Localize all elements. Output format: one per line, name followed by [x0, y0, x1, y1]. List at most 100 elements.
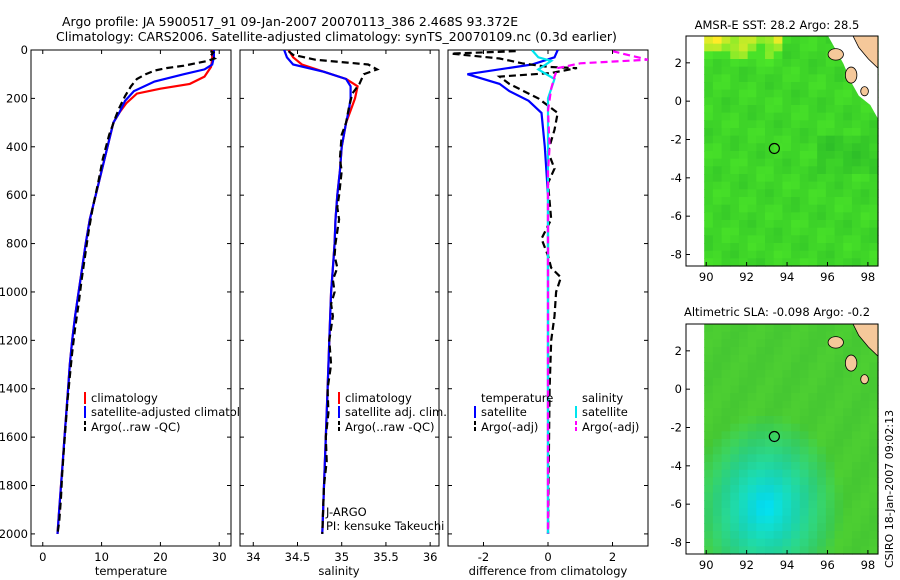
sst-map-cell — [808, 204, 818, 213]
sla-map-cell — [782, 400, 792, 409]
sla-map-cell — [730, 500, 740, 509]
sst-map-cell — [817, 143, 827, 152]
sla-map-cell — [704, 508, 714, 517]
sst-map-cell — [782, 197, 792, 206]
sst-map-cell — [704, 220, 714, 229]
sst-map-cell — [825, 135, 836, 144]
sla-map-cell — [756, 400, 766, 409]
sst-map-cell — [765, 43, 775, 52]
sla-map-cell — [799, 431, 810, 440]
salinity-legend-climatology: climatology — [345, 391, 412, 405]
sla-map-cell — [825, 354, 836, 363]
sst-map-cell — [782, 158, 792, 167]
sla-map-cell — [756, 469, 766, 478]
sla-map-cell — [782, 469, 792, 478]
sla-map-cell — [782, 339, 792, 348]
sla-map-cell — [738, 477, 749, 486]
temperature-legend: climatology satellite-adjusted climatolo… — [84, 391, 261, 434]
sst-map-cell — [834, 158, 844, 167]
sla-map-cell — [860, 492, 870, 501]
sst-map-cell — [756, 250, 766, 259]
sla-map-cell — [704, 500, 714, 509]
sst-map-cell — [712, 158, 723, 167]
sst-map-cell — [825, 243, 836, 252]
sst-map-cell — [791, 97, 801, 106]
salinity-panel: 34 34.5 35 35.5 36 salinity climatology sate… — [239, 49, 447, 578]
sla-map-cell — [825, 523, 836, 532]
sst-map-cell — [704, 243, 714, 252]
sst-map-cell — [791, 105, 801, 114]
sla-map-cell — [756, 515, 766, 524]
sla-map-cell — [799, 324, 810, 333]
sst-map-ytick-label: -4 — [671, 171, 682, 185]
sla-map-cell — [765, 485, 775, 494]
sst-map-cell — [860, 166, 870, 175]
sla-map-cell — [799, 385, 810, 394]
sst-map-cell — [808, 128, 818, 137]
sst-map-cell — [773, 59, 783, 68]
sst-map-cell — [799, 197, 810, 206]
sla-map-cell — [808, 492, 818, 501]
sst-map-cell — [851, 250, 862, 259]
sla-map-cell — [799, 393, 810, 402]
sla-map-cell — [730, 485, 740, 494]
sst-map-xtick-label: 98 — [861, 270, 876, 284]
sla-map-cell — [843, 446, 853, 455]
sla-map-cell — [860, 385, 870, 394]
sla-map-float-marker — [768, 430, 780, 443]
sla-map-cell — [721, 546, 731, 555]
sst-map-cell — [765, 151, 775, 160]
sst-map-cell — [851, 197, 862, 206]
salinity-annotation-program: J-ARGO — [325, 505, 367, 519]
sla-map-cell — [860, 462, 870, 471]
sst-map-cell — [738, 74, 749, 83]
figure-title-line-1: Argo profile: JA 5900517_91 09-Jan-2007 … — [62, 14, 518, 29]
sla-map-cell — [834, 347, 844, 356]
sla-map-cell — [825, 485, 836, 494]
sst-map-cell — [782, 227, 792, 236]
sst-map-cell — [782, 97, 792, 106]
sst-map-cell — [730, 243, 740, 252]
sst-map-cell — [765, 36, 775, 45]
sst-map-cell — [756, 105, 766, 114]
sst-map-cell — [765, 258, 775, 267]
sst-map-cell — [799, 250, 810, 259]
sla-map-cell — [860, 408, 870, 417]
sla-map-cell — [869, 408, 879, 417]
sla-map-cell — [860, 439, 870, 448]
sst-map-cell — [825, 235, 836, 244]
sst-map-cell — [721, 143, 731, 152]
sst-map-cell — [773, 89, 783, 98]
sst-map-panel: AMSR-E SST: 28.2 Argo: 28.5 90 92 94 96 98 2 0… — [671, 18, 879, 284]
sst-map-cell — [704, 51, 714, 60]
sst-map-cell — [782, 174, 792, 183]
sst-map-cell — [756, 235, 766, 244]
sst-map-cell — [765, 82, 775, 91]
sst-map-cell — [721, 166, 731, 175]
sla-map-cell — [730, 362, 740, 371]
sst-map-cell — [747, 66, 757, 75]
sla-map-cell — [782, 377, 792, 386]
salinity-annotation-pi: PI: kensuke Takeuchi — [326, 519, 444, 533]
sla-map-cell — [834, 492, 844, 501]
sst-map-cell — [843, 243, 853, 252]
sst-map-cell — [791, 158, 801, 167]
sst-map-cell — [721, 105, 731, 114]
sst-map-cell — [825, 59, 836, 68]
temperature-axes-box — [30, 49, 232, 547]
sst-map-cell — [825, 174, 836, 183]
sst-map-cell — [817, 212, 827, 221]
sst-map-cell — [721, 97, 731, 106]
sla-map-cell — [704, 324, 714, 333]
sla-map-cell — [782, 538, 792, 547]
sst-map-cell — [730, 112, 740, 121]
sla-map-cell — [756, 339, 766, 348]
sst-map-cell — [747, 227, 757, 236]
sla-map-cell — [851, 454, 862, 463]
sla-map-cell — [747, 439, 757, 448]
sla-map-xtick-label: 98 — [861, 558, 876, 572]
sst-map-cell — [808, 112, 818, 121]
sla-map-cell — [730, 431, 740, 440]
sla-map-cell — [773, 339, 783, 348]
sst-map-ytick-label: 0 — [675, 94, 682, 108]
